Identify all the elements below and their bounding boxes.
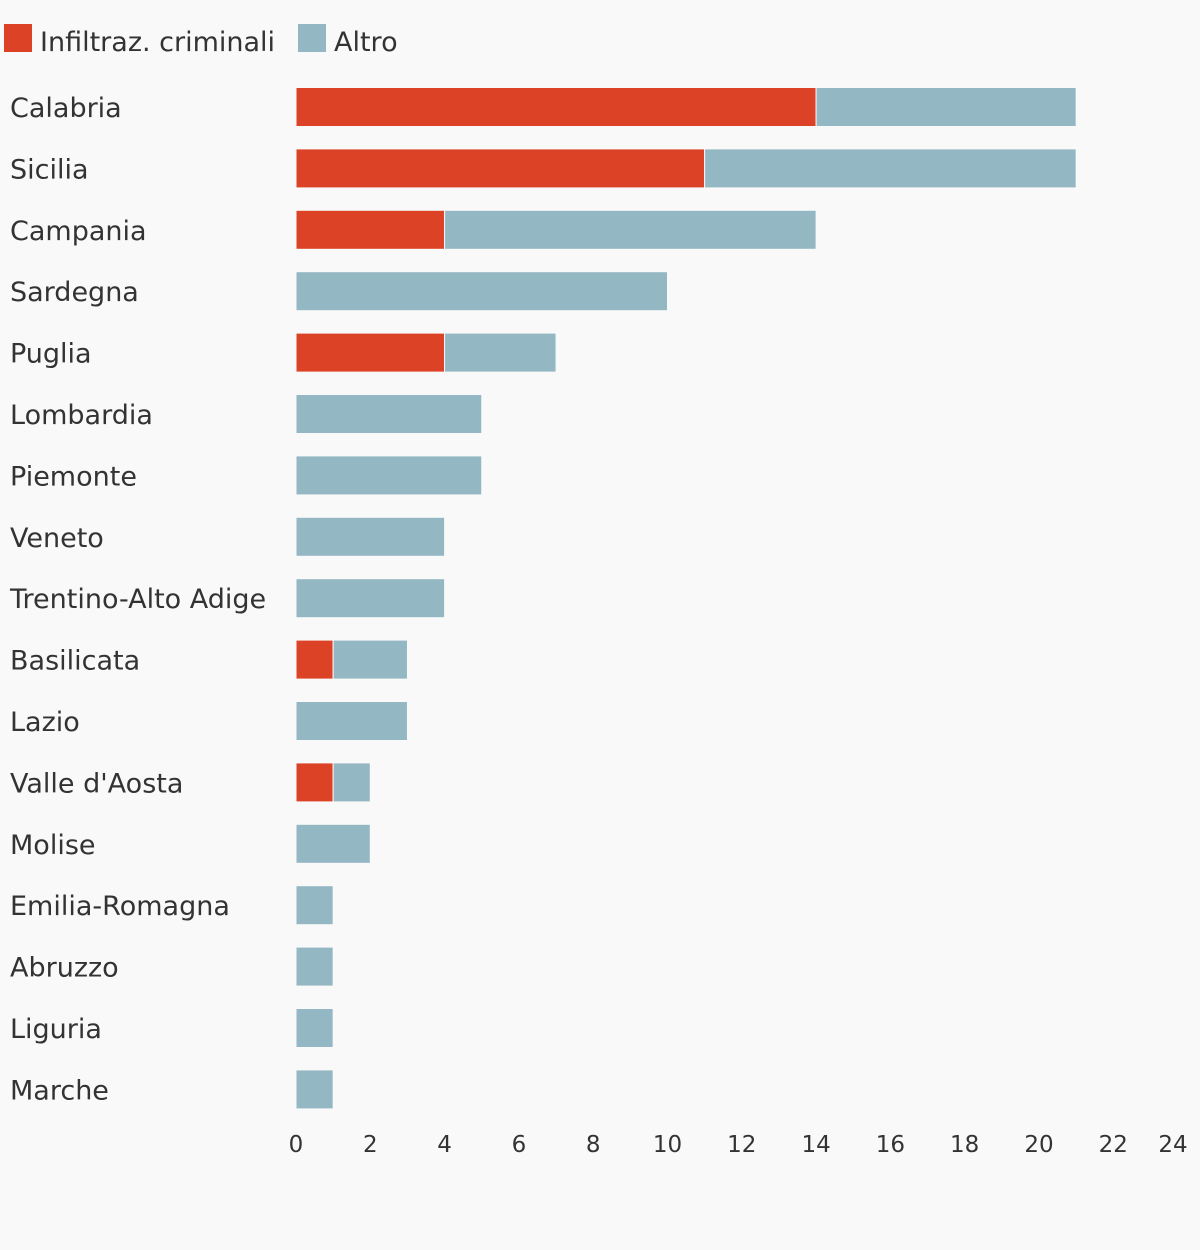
bar-calabria-infiltraz-criminali	[295, 87, 817, 127]
x-tick-label-0: 0	[289, 1132, 304, 1158]
bar-emilia-romagna-altro	[295, 885, 334, 926]
bar-abruzzo-altro	[295, 946, 334, 987]
category-label-sicilia: Sicilia	[10, 154, 89, 185]
category-label-marche: Marche	[10, 1075, 109, 1106]
legend-label-infiltraz-criminali: Infiltraz. criminali	[40, 27, 275, 58]
x-tick-label-14: 14	[801, 1132, 830, 1158]
bar-trentino-alto-adige-altro	[295, 578, 446, 619]
category-label-trentino-alto-adige: Trentino-Alto Adige	[9, 584, 266, 615]
bar-veneto-altro	[295, 516, 446, 557]
legend-label-altro: Altro	[334, 27, 398, 58]
x-tick-label-8: 8	[586, 1132, 601, 1158]
x-tick-label-12: 12	[727, 1132, 756, 1158]
x-tick-label-6: 6	[512, 1132, 527, 1158]
category-label-sardegna: Sardegna	[10, 277, 139, 308]
x-tick-label-2: 2	[363, 1132, 378, 1158]
bar-sicilia-altro	[704, 148, 1077, 189]
bar-lazio-altro	[295, 701, 408, 741]
x-tick-label-24: 24	[1158, 1132, 1187, 1158]
category-labels: Calabria Sicilia Campania Sardegna Puglia Lom…	[9, 93, 266, 1106]
bar-sicilia-infiltraz-criminali	[295, 148, 706, 189]
category-label-lazio: Lazio	[10, 707, 80, 738]
bar-valle-d-aosta-altro	[332, 762, 371, 803]
x-tick-label-4: 4	[437, 1132, 452, 1158]
bar-basilicata-altro	[332, 639, 408, 680]
x-tick-label-10: 10	[653, 1132, 682, 1158]
category-label-calabria: Calabria	[10, 93, 122, 124]
bars	[295, 87, 1077, 1110]
bar-campania-infiltraz-criminali	[295, 209, 446, 250]
bar-puglia-altro	[444, 332, 557, 373]
category-label-molise: Molise	[10, 830, 96, 861]
bar-valle-d-aosta-infiltraz-criminali	[295, 762, 334, 803]
category-label-campania: Campania	[10, 216, 147, 247]
bar-campania-altro	[444, 209, 817, 250]
x-tick-label-20: 20	[1024, 1132, 1053, 1158]
category-label-valle-d-aosta: Valle d'Aosta	[10, 768, 183, 799]
bar-basilicata-infiltraz-criminali	[295, 639, 334, 680]
bar-puglia-infiltraz-criminali	[295, 332, 446, 373]
x-tick-label-16: 16	[876, 1132, 905, 1158]
category-label-veneto: Veneto	[10, 523, 104, 554]
category-label-liguria: Liguria	[10, 1014, 102, 1045]
category-label-emilia-romagna: Emilia-Romagna	[10, 891, 230, 922]
category-label-piemonte: Piemonte	[10, 461, 137, 492]
category-label-abruzzo: Abruzzo	[10, 953, 119, 984]
bar-piemonte-altro	[295, 455, 483, 496]
bar-calabria-altro	[815, 87, 1077, 127]
x-tick-label-18: 18	[950, 1132, 979, 1158]
bar-sardegna-altro	[295, 271, 668, 312]
legend-swatch-infiltraz-criminali	[4, 24, 32, 52]
legend: Infiltraz. criminali Altro	[4, 24, 398, 58]
x-axis: 0 2 4 6 8 10 12 14 16 18 20 22 24	[289, 1132, 1188, 1158]
bar-molise-altro	[295, 823, 371, 864]
x-tick-label-22: 22	[1099, 1132, 1128, 1158]
bar-liguria-altro	[295, 1008, 334, 1048]
bar-lombardia-altro	[295, 394, 483, 434]
bar-marche-altro	[295, 1069, 334, 1110]
category-label-puglia: Puglia	[10, 339, 92, 370]
category-label-lombardia: Lombardia	[10, 400, 153, 431]
category-label-basilicata: Basilicata	[10, 646, 140, 677]
legend-swatch-altro	[298, 24, 326, 52]
